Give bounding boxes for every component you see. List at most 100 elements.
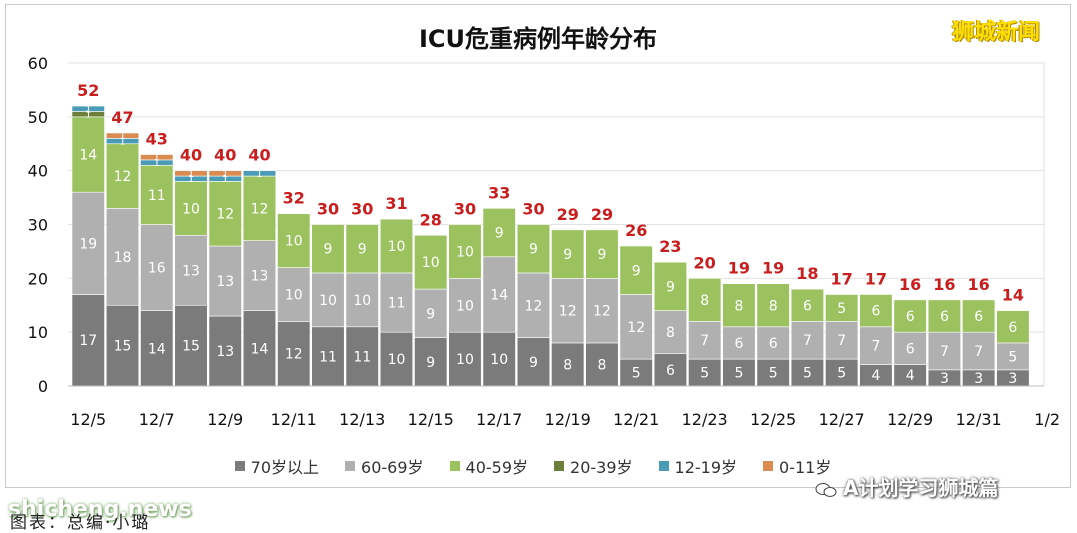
bar-segment: [516, 337, 551, 387]
segment-label: 11: [388, 296, 406, 312]
segment-label: 1: [188, 174, 194, 185]
total-label: 29: [591, 205, 613, 224]
segment-label: 8: [769, 298, 778, 314]
bar-segment: [242, 170, 277, 177]
segment-label: 10: [285, 287, 303, 303]
segment-label: 7: [871, 339, 880, 355]
legend-item: 12-19岁: [658, 454, 737, 478]
segment-label: 1: [222, 169, 228, 180]
bar-segment: [619, 358, 653, 387]
bar-segment: [71, 294, 105, 387]
segment-label: 17: [79, 333, 97, 349]
segment-label: 6: [974, 309, 983, 325]
segment-label: 9: [426, 355, 435, 371]
bar-segment: [653, 310, 688, 354]
legend-item: 40-59岁: [449, 454, 528, 478]
chart-title: ICU危重病例年龄分布: [419, 25, 657, 53]
segment-label: 9: [358, 242, 367, 258]
bar-segment: [448, 224, 482, 279]
segment-label: 10: [319, 293, 337, 309]
bar-segment: [551, 278, 585, 344]
bar-segment: [277, 321, 311, 387]
segment-label: 5: [769, 366, 778, 382]
caption: 图表：总编·小璐: [10, 513, 151, 533]
y-tick-label: 30: [28, 216, 48, 235]
total-label: 29: [557, 205, 579, 224]
segment-label: 12: [251, 201, 269, 217]
x-tick-label: 12/19: [545, 410, 591, 429]
bar-segment: [311, 326, 345, 387]
bar-segment: [174, 170, 208, 177]
segment-label: 5: [700, 366, 709, 382]
segment-label: 14: [251, 341, 269, 357]
total-label: 52: [77, 81, 99, 100]
bar-segment: [105, 132, 140, 139]
x-tick-label: 12/31: [956, 410, 1002, 429]
bar-segment: [448, 278, 482, 333]
bar-segment: [516, 224, 551, 274]
segment-label: 6: [734, 336, 743, 352]
segment-label: 9: [597, 247, 606, 263]
total-label: 30: [522, 200, 544, 219]
bar-segment: [208, 245, 242, 317]
legend-label: 60-69岁: [361, 458, 424, 477]
watermark-right: A计划学习狮城篇: [815, 472, 998, 501]
segment-label: 9: [495, 226, 504, 242]
segment-label: 11: [353, 349, 371, 365]
segment-label: 6: [769, 336, 778, 352]
segment-label: 13: [216, 274, 234, 290]
segment-label: 6: [906, 341, 915, 357]
legend-swatch: [658, 461, 669, 471]
bar-segment: [379, 331, 414, 387]
segment-label: 6: [666, 363, 675, 379]
segment-label: 18: [114, 250, 132, 266]
total-label: 28: [420, 210, 442, 229]
legend-swatch: [763, 461, 774, 471]
bar-segment: [140, 224, 174, 311]
bar-segment: [516, 272, 551, 338]
bar-segment: [859, 326, 893, 365]
segment-label: 8: [563, 357, 572, 373]
bar-segment: [71, 105, 105, 112]
segment-label: 4: [871, 368, 880, 384]
segment-label: 5: [837, 366, 846, 382]
total-label: 18: [796, 264, 818, 283]
watermark-left: shicheng.news: [8, 497, 192, 522]
total-label: 40: [214, 146, 236, 165]
total-label: 19: [762, 259, 784, 278]
total-label: 16: [899, 275, 921, 294]
legend-swatch: [234, 461, 245, 471]
bar-segment: [653, 353, 688, 387]
total-label: 17: [831, 269, 853, 288]
x-tick-label: 12/5: [70, 410, 106, 429]
x-tick-label: 12/15: [408, 410, 454, 429]
bar-segment: [242, 175, 277, 241]
x-tick-label: 1/2: [1034, 410, 1060, 429]
x-tick-label: 12/7: [139, 410, 175, 429]
bar-segment: [482, 208, 516, 258]
bar-segment: [482, 256, 516, 333]
segment-label: 10: [456, 352, 474, 368]
bar-segment: [242, 310, 277, 387]
bar-segment: [756, 283, 790, 328]
bar-segment: [790, 358, 824, 387]
bar-segment: [996, 310, 1030, 344]
segment-label: 7: [803, 333, 812, 349]
segment-label: 1: [256, 169, 262, 180]
bar-segment: [345, 224, 379, 274]
segment-label: 13: [182, 263, 200, 279]
bar-segment: [551, 229, 585, 279]
bar-segment: [722, 283, 756, 328]
bar-segment: [174, 234, 208, 306]
segment-label: 12: [525, 298, 543, 314]
segment-label: 1: [154, 153, 160, 164]
segment-label: 8: [597, 357, 606, 373]
y-tick-label: 10: [28, 323, 48, 342]
bar-segment: [379, 272, 414, 333]
legend-swatch: [449, 461, 460, 471]
data-labels: 1719141152151812114714161111431513101140…: [77, 81, 1024, 387]
bar-segment: [140, 164, 174, 225]
total-label: 16: [933, 275, 955, 294]
y-tick-label: 60: [28, 54, 48, 73]
legend-label: 0-11岁: [779, 458, 832, 477]
